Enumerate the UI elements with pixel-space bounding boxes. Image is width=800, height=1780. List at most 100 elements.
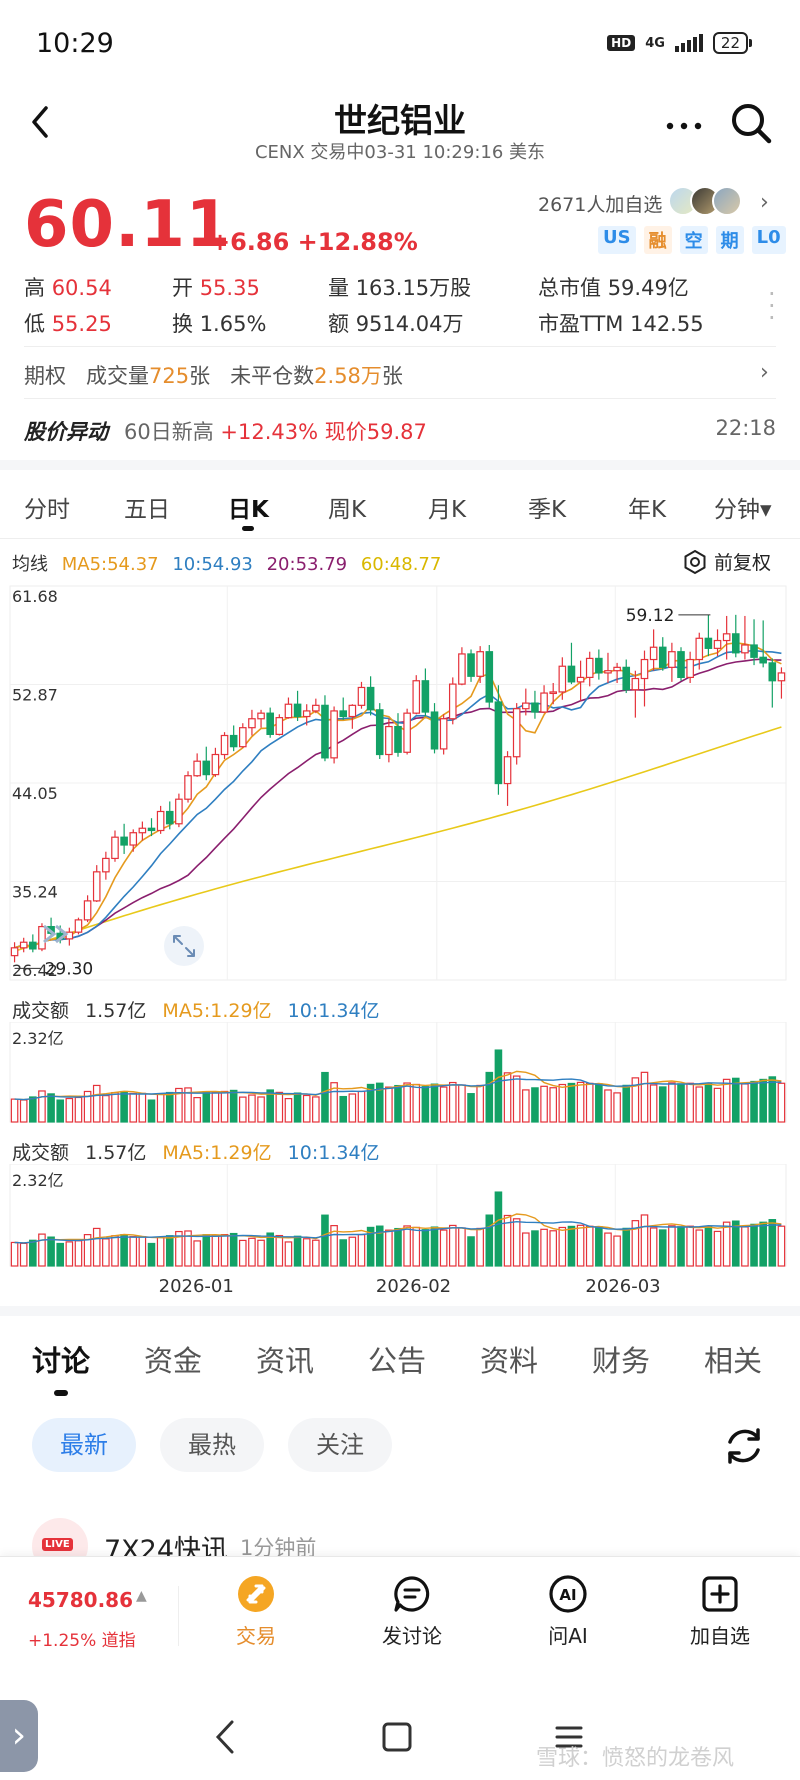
tab-news[interactable]: 资讯 <box>256 1344 315 1378</box>
y-tick-label: 44.05 <box>12 784 58 803</box>
tab-funds[interactable]: 资金 <box>144 1344 203 1378</box>
stat-turnover: 换 1.65% <box>172 312 267 336</box>
volume-bar <box>494 1049 503 1123</box>
volume-bar <box>257 1096 265 1123</box>
volume-bar <box>266 1089 274 1123</box>
volume-bar <box>576 1224 585 1267</box>
volume-bar <box>129 1236 138 1267</box>
volume-bar <box>111 1235 119 1267</box>
divider <box>24 398 776 399</box>
side-panel-handle[interactable]: › <box>0 1700 38 1772</box>
candle <box>604 652 612 683</box>
trade-icon <box>238 1576 274 1612</box>
candle <box>512 703 521 765</box>
tab-announcements[interactable]: 公告 <box>368 1344 427 1378</box>
candle <box>585 651 594 687</box>
filter-latest[interactable]: 最新 <box>32 1418 136 1472</box>
follower-avatars[interactable] <box>668 186 742 216</box>
trade-button[interactable]: 交易 <box>196 1574 316 1649</box>
tab-5day[interactable]: 五日 <box>124 497 170 523</box>
nav-home-icon[interactable] <box>380 1720 414 1754</box>
volume-bar <box>10 1098 19 1123</box>
ma-legend[interactable]: 均线 MA5:54.37 10:54.93 20:53.79 60:48.77 <box>12 554 442 575</box>
volume-bar <box>668 1225 676 1267</box>
index-value[interactable]: 45780.86 <box>28 1588 134 1612</box>
tab-monthly-k[interactable]: 月K <box>428 497 467 523</box>
volume-bar <box>640 1214 649 1267</box>
tab-discussion[interactable]: 讨论 <box>32 1338 90 1396</box>
volume-bar <box>83 1234 92 1267</box>
tab-daily-k[interactable]: 日K <box>228 490 269 531</box>
candlestick-chart[interactable]: 61.68 52.87 44.05 35.24 26.42 59.12 29.30 <box>0 578 800 988</box>
candle <box>83 895 92 923</box>
volume-bar <box>412 1083 421 1123</box>
search-button[interactable] <box>728 100 774 146</box>
filter-following[interactable]: 关注 <box>288 1418 392 1472</box>
turnover-bar-chart[interactable]: 2.32亿 2026-01 2026-02 2026-03 <box>0 1164 800 1306</box>
more-stats-icon[interactable]: · · · <box>768 280 776 332</box>
chevron-right-icon[interactable]: › <box>760 360 769 385</box>
post-discussion-button[interactable]: 发讨论 <box>352 1574 472 1649</box>
volume-bar <box>558 1226 567 1267</box>
candle <box>366 676 375 716</box>
tab-minute[interactable]: 分钟▾ <box>714 497 772 523</box>
filter-hot[interactable]: 最热 <box>160 1418 264 1472</box>
volume-bar <box>138 1235 147 1267</box>
followers-count[interactable]: 2671人加自选 <box>538 194 663 216</box>
tab-yearly-k[interactable]: 年K <box>628 497 667 523</box>
volume-bar <box>686 1225 694 1267</box>
tab-profile[interactable]: 资料 <box>480 1344 539 1378</box>
options-summary[interactable]: 期权 成交量725张 未平仓数2.58万张 <box>24 364 403 388</box>
candle <box>640 650 649 707</box>
chevron-right-icon[interactable]: › <box>760 190 769 215</box>
tab-financials[interactable]: 财务 <box>592 1344 651 1378</box>
volume-bar <box>485 1214 494 1267</box>
volume-bar <box>613 1235 621 1267</box>
more-button[interactable] <box>662 104 706 144</box>
ma10-line <box>14 649 782 949</box>
nav-menu-icon[interactable] <box>552 1720 586 1754</box>
avatar <box>712 186 742 216</box>
tab-intraday[interactable]: 分时 <box>24 497 70 523</box>
y-tick-label: 26.42 <box>12 961 58 980</box>
triangle-up-icon: ▲ <box>136 1588 147 1604</box>
candle <box>686 651 694 683</box>
tab-related[interactable]: 相关 <box>704 1344 763 1378</box>
volume-bar <box>366 1083 375 1123</box>
candle <box>10 942 19 963</box>
price-alert[interactable]: 股价异动 60日新高 +12.43% 现价59.87 <box>24 420 427 444</box>
volume-bar <box>147 1242 156 1267</box>
index-change[interactable]: +1.25% 道指 <box>28 1631 136 1651</box>
volume-legend[interactable]: 成交额 1.57亿 MA5:1.29亿 10:1.34亿 <box>12 1142 380 1164</box>
volume-legend[interactable]: 成交额 1.57亿 MA5:1.29亿 10:1.34亿 <box>12 1000 380 1022</box>
ask-ai-button[interactable]: AI 问AI <box>508 1574 628 1649</box>
volume-bar <box>741 1226 749 1267</box>
signal-icon <box>674 34 703 52</box>
volume-bar <box>640 1071 649 1123</box>
tab-weekly-k[interactable]: 周K <box>328 497 367 523</box>
volume-bar <box>321 1214 329 1267</box>
volume-bar <box>485 1071 494 1123</box>
volume-bar <box>631 1077 640 1123</box>
candle <box>750 619 758 666</box>
candle <box>330 706 338 764</box>
nav-back-icon[interactable] <box>208 1718 242 1756</box>
add-watchlist-button[interactable]: 加自选 <box>660 1574 780 1649</box>
volume-ma10-line <box>14 1220 782 1244</box>
candle <box>339 697 348 720</box>
volume-bar <box>458 1227 466 1267</box>
tab-quarterly-k[interactable]: 季K <box>528 497 567 523</box>
volume-bar <box>239 1239 247 1267</box>
volume-bar <box>38 1233 46 1267</box>
volume-bar <box>74 1096 83 1123</box>
adjust-button[interactable]: 前复权 <box>682 548 771 575</box>
candle <box>485 644 494 708</box>
volume-bar <box>439 1086 448 1123</box>
refresh-button[interactable] <box>722 1424 766 1468</box>
volume-bar <box>622 1084 631 1123</box>
volume-bar <box>19 1242 28 1267</box>
candle <box>147 818 156 837</box>
search-icon <box>732 104 772 144</box>
back-button[interactable] <box>22 102 62 142</box>
turnover-bar-chart[interactable]: 2.32亿 <box>0 1022 800 1130</box>
